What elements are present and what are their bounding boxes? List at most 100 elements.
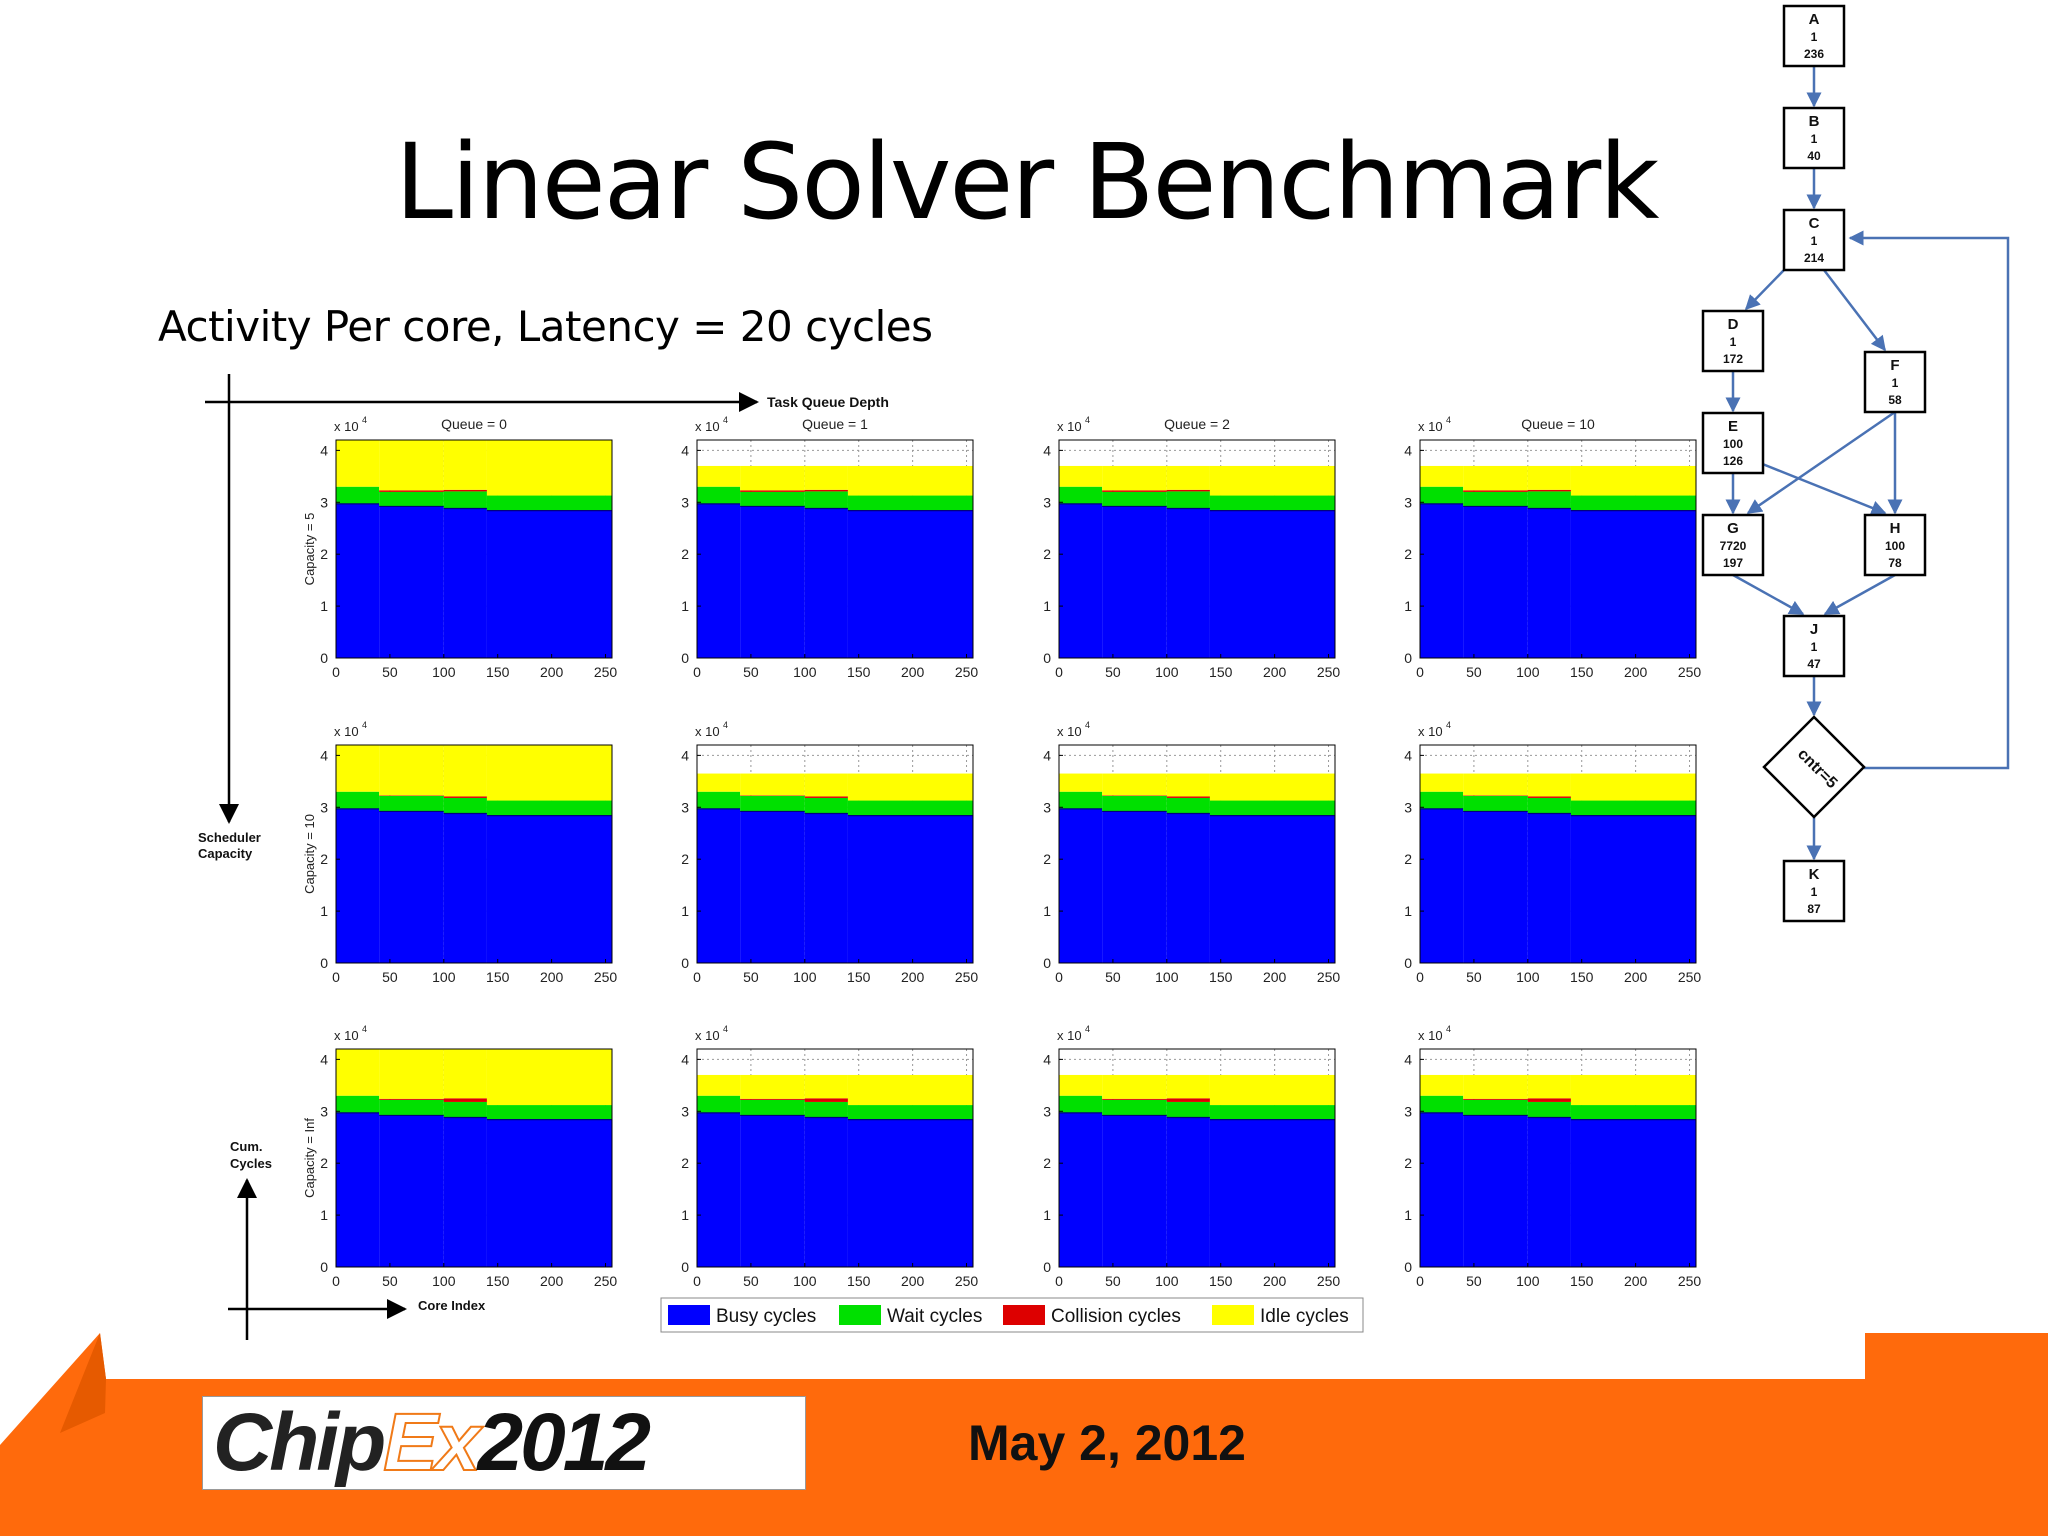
x-tick-label: 50 [382, 664, 398, 680]
idle-area [1166, 465, 1210, 490]
wait-area [1420, 1095, 1464, 1113]
y-tick-label: 1 [1043, 598, 1051, 614]
idle-area [1166, 1074, 1210, 1099]
node-line3: 78 [1888, 556, 1902, 570]
x-tick-label: 100 [432, 969, 456, 985]
logo-wordmark: ChipEx2012 [213, 1398, 651, 1488]
x-tick-label: 0 [332, 969, 340, 985]
x-tick-label: 100 [1155, 969, 1179, 985]
busy-area [697, 503, 741, 658]
busy-area [379, 811, 444, 963]
idle-area [1059, 773, 1103, 792]
x-tick-label: 250 [1678, 664, 1702, 680]
node-box [1701, 309, 1765, 373]
y-tick-label: 2 [320, 1155, 328, 1171]
y-multiplier: x 10 [695, 1028, 720, 1043]
wait-area [1059, 1095, 1103, 1113]
legend-label: Busy cycles [716, 1306, 816, 1327]
y-tick-label: 4 [320, 1051, 328, 1067]
busy-area [1527, 1117, 1571, 1267]
x-tick-label: 50 [1105, 1273, 1121, 1289]
y-tick-label: 3 [320, 494, 328, 510]
x-tick-label: 100 [793, 969, 817, 985]
y-tick-label: 1 [681, 903, 689, 919]
node-line3: 236 [1804, 47, 1824, 61]
idle-area [1166, 773, 1210, 797]
y-tick-label: 3 [320, 1103, 328, 1119]
x-tick-label: 150 [486, 664, 510, 680]
busy-area [740, 1115, 805, 1267]
wait-area [1527, 1101, 1571, 1118]
node-box [1782, 4, 1846, 68]
collision-area [1102, 490, 1167, 492]
plot-frame [335, 1048, 613, 1268]
wait-area [847, 1105, 973, 1120]
x-tick-label: 0 [693, 969, 701, 985]
node-line3: 126 [1723, 454, 1743, 468]
x-tick-label: 250 [1678, 1273, 1702, 1289]
y-tick-label: 0 [320, 650, 328, 666]
wait-area [1102, 795, 1167, 812]
node-line2: 100 [1885, 539, 1905, 553]
busy-area [1059, 1112, 1103, 1267]
busy-area [1102, 506, 1167, 658]
y-multiplier: x 10 [1057, 1028, 1082, 1043]
x-tick-label: 50 [1466, 664, 1482, 680]
x-tick-label: 0 [1416, 664, 1424, 680]
busy-area [847, 510, 973, 658]
y-tick-label: 0 [1404, 1259, 1412, 1275]
y-tick-label: 0 [1404, 955, 1412, 971]
y-tick-label: 0 [1404, 650, 1412, 666]
busy-area [1166, 1117, 1210, 1267]
y-tick-label: 0 [681, 955, 689, 971]
x-tick-label: 100 [1155, 664, 1179, 680]
x-tick-label: 200 [901, 664, 925, 680]
busy-area [1102, 1115, 1167, 1267]
node-id: F [1890, 357, 1899, 374]
idle-area [379, 440, 444, 491]
x-tick-label: 100 [432, 1273, 456, 1289]
wait-area [1527, 491, 1571, 509]
node-id: H [1890, 520, 1901, 537]
wait-area [804, 1101, 848, 1118]
collision-area [1527, 796, 1571, 798]
x-tick-label: 150 [1209, 1273, 1233, 1289]
x-tick-label: 150 [1570, 969, 1594, 985]
y-tick-label: 4 [1043, 747, 1051, 763]
idle-area [1059, 465, 1103, 487]
x-tick-label: 0 [1055, 969, 1063, 985]
y-tick-label: 2 [320, 546, 328, 562]
idle-area [1102, 773, 1167, 796]
node-box [1701, 411, 1765, 475]
chipex-logo: ChipEx2012 [202, 1396, 806, 1490]
plot-frame [696, 439, 974, 659]
plot-frame [1058, 1048, 1336, 1268]
collision-area [1166, 1098, 1210, 1102]
x-tick-label: 100 [793, 664, 817, 680]
wait-area [1059, 486, 1103, 504]
busy-area [804, 1117, 848, 1267]
y-multiplier-exponent: 4 [362, 1024, 367, 1034]
x-tick-label: 50 [743, 1273, 759, 1289]
idle-area [379, 1049, 444, 1099]
collision-area [1102, 795, 1167, 796]
x-tick-label: 100 [432, 664, 456, 680]
node-line2: 7720 [1720, 539, 1747, 553]
plot-frame [1419, 1048, 1697, 1268]
node-line2: 1 [1811, 640, 1818, 654]
x-tick-label: 0 [1055, 1273, 1063, 1289]
loop-back-edge [1848, 230, 2010, 770]
node-id: E [1728, 418, 1738, 435]
idle-area [740, 1074, 805, 1099]
x-tick-label: 150 [1570, 664, 1594, 680]
footer-date: May 2, 2012 [968, 1415, 1246, 1471]
busy-area [740, 811, 805, 963]
node-box [1863, 513, 1927, 577]
node-id: B [1809, 113, 1820, 130]
flow-node-k: K 1 87 [1782, 859, 1846, 923]
node-box [1701, 513, 1765, 577]
y-tick-label: 3 [1404, 799, 1412, 815]
